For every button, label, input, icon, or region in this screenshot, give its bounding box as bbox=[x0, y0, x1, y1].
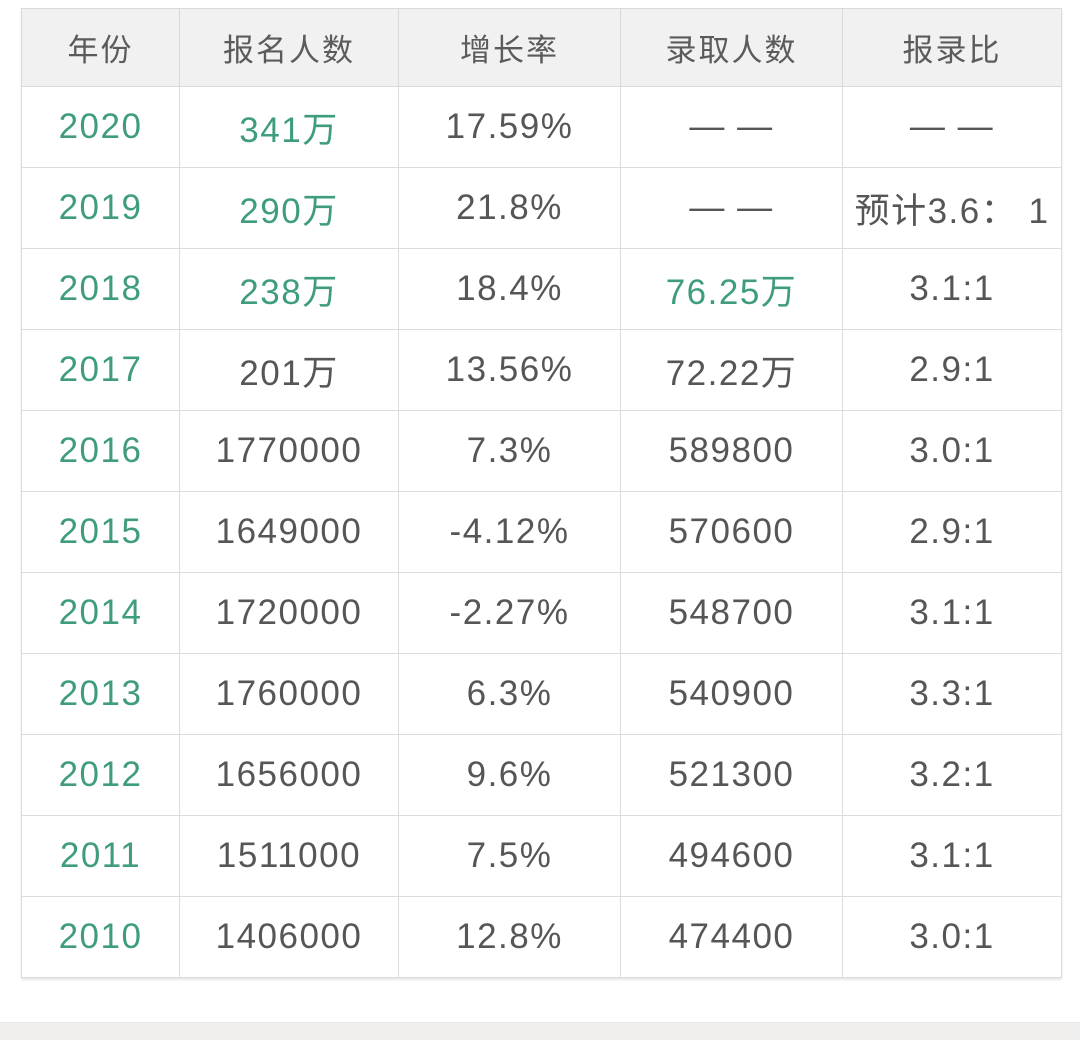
cell-ratio: 3.1:1 bbox=[842, 248, 1062, 330]
cell-growth-rate: 12.8% bbox=[398, 896, 621, 978]
column-header-applicants: 报名人数 bbox=[179, 8, 399, 87]
column-header-growth-rate: 增长率 bbox=[398, 8, 621, 87]
table-row: 2018 238万 18.4% 76.25万 3.1:1 bbox=[21, 248, 1062, 330]
cell-admitted: 72.22万 bbox=[620, 329, 843, 411]
cell-applicants: 1406000 bbox=[179, 896, 399, 978]
cell-applicants: 341万 bbox=[179, 86, 399, 168]
cell-growth-rate: -2.27% bbox=[398, 572, 621, 654]
cell-growth-rate: 9.6% bbox=[398, 734, 621, 816]
cell-admitted: — — bbox=[620, 167, 843, 249]
cell-applicants: 238万 bbox=[179, 248, 399, 330]
admissions-table: 年份 报名人数 增长率 录取人数 报录比 2020 341万 17.59% — — — … bbox=[21, 8, 1062, 978]
cell-ratio: 3.0:1 bbox=[842, 410, 1062, 492]
table-row: 2012 1656000 9.6% 521300 3.2:1 bbox=[21, 734, 1062, 816]
cell-ratio: 3.1:1 bbox=[842, 572, 1062, 654]
cell-growth-rate: 6.3% bbox=[398, 653, 621, 735]
cell-year: 2012 bbox=[21, 734, 180, 816]
cell-year: 2010 bbox=[21, 896, 180, 978]
column-header-year: 年份 bbox=[21, 8, 180, 87]
table-row: 2011 1511000 7.5% 494600 3.1:1 bbox=[21, 815, 1062, 897]
cell-growth-rate: 17.59% bbox=[398, 86, 621, 168]
table-row: 2016 1770000 7.3% 589800 3.0:1 bbox=[21, 410, 1062, 492]
header-row: 年份 报名人数 增长率 录取人数 报录比 bbox=[21, 8, 1062, 87]
cell-growth-rate: -4.12% bbox=[398, 491, 621, 573]
cell-year: 2016 bbox=[21, 410, 180, 492]
cell-growth-rate: 7.5% bbox=[398, 815, 621, 897]
table-row: 2010 1406000 12.8% 474400 3.0:1 bbox=[21, 896, 1062, 978]
cell-applicants: 1511000 bbox=[179, 815, 399, 897]
cell-applicants: 1649000 bbox=[179, 491, 399, 573]
cell-year: 2015 bbox=[21, 491, 180, 573]
table-body: 2020 341万 17.59% — — — —2019 290万 21.8% — — 预计3.… bbox=[21, 86, 1062, 978]
cell-ratio: 3.1:1 bbox=[842, 815, 1062, 897]
cell-growth-rate: 18.4% bbox=[398, 248, 621, 330]
cell-admitted: 548700 bbox=[620, 572, 843, 654]
table-row: 2013 1760000 6.3% 540900 3.3:1 bbox=[21, 653, 1062, 735]
cell-ratio: 2.9:1 bbox=[842, 491, 1062, 573]
cell-year: 2011 bbox=[21, 815, 180, 897]
cell-applicants: 1656000 bbox=[179, 734, 399, 816]
cell-year: 2020 bbox=[21, 86, 180, 168]
cell-applicants: 1760000 bbox=[179, 653, 399, 735]
cell-ratio: 3.0:1 bbox=[842, 896, 1062, 978]
table-row: 2020 341万 17.59% — — — — bbox=[21, 86, 1062, 168]
table-row: 2017 201万 13.56% 72.22万 2.9:1 bbox=[21, 329, 1062, 411]
table-row: 2015 1649000 -4.12% 570600 2.9:1 bbox=[21, 491, 1062, 573]
cell-year: 2018 bbox=[21, 248, 180, 330]
cell-admitted: 474400 bbox=[620, 896, 843, 978]
cell-year: 2014 bbox=[21, 572, 180, 654]
cell-admitted: 589800 bbox=[620, 410, 843, 492]
cell-applicants: 1770000 bbox=[179, 410, 399, 492]
cell-ratio: 预计3.6： 1 bbox=[842, 167, 1062, 249]
cell-ratio: 3.3:1 bbox=[842, 653, 1062, 735]
cell-admitted: 76.25万 bbox=[620, 248, 843, 330]
footer-strip bbox=[0, 1022, 1080, 1040]
cell-admitted: — — bbox=[620, 86, 843, 168]
cell-growth-rate: 21.8% bbox=[398, 167, 621, 249]
cell-admitted: 540900 bbox=[620, 653, 843, 735]
cell-year: 2019 bbox=[21, 167, 180, 249]
cell-admitted: 494600 bbox=[620, 815, 843, 897]
cell-ratio: 2.9:1 bbox=[842, 329, 1062, 411]
table-row: 2014 1720000 -2.27% 548700 3.1:1 bbox=[21, 572, 1062, 654]
cell-applicants: 290万 bbox=[179, 167, 399, 249]
cell-year: 2017 bbox=[21, 329, 180, 411]
table-row: 2019 290万 21.8% — — 预计3.6： 1 bbox=[21, 167, 1062, 249]
cell-growth-rate: 13.56% bbox=[398, 329, 621, 411]
cell-year: 2013 bbox=[21, 653, 180, 735]
cell-applicants: 1720000 bbox=[179, 572, 399, 654]
column-header-admitted: 录取人数 bbox=[620, 8, 843, 87]
cell-applicants: 201万 bbox=[179, 329, 399, 411]
column-header-ratio: 报录比 bbox=[842, 8, 1062, 87]
cell-ratio: — — bbox=[842, 86, 1062, 168]
cell-admitted: 521300 bbox=[620, 734, 843, 816]
cell-growth-rate: 7.3% bbox=[398, 410, 621, 492]
cell-ratio: 3.2:1 bbox=[842, 734, 1062, 816]
cell-admitted: 570600 bbox=[620, 491, 843, 573]
